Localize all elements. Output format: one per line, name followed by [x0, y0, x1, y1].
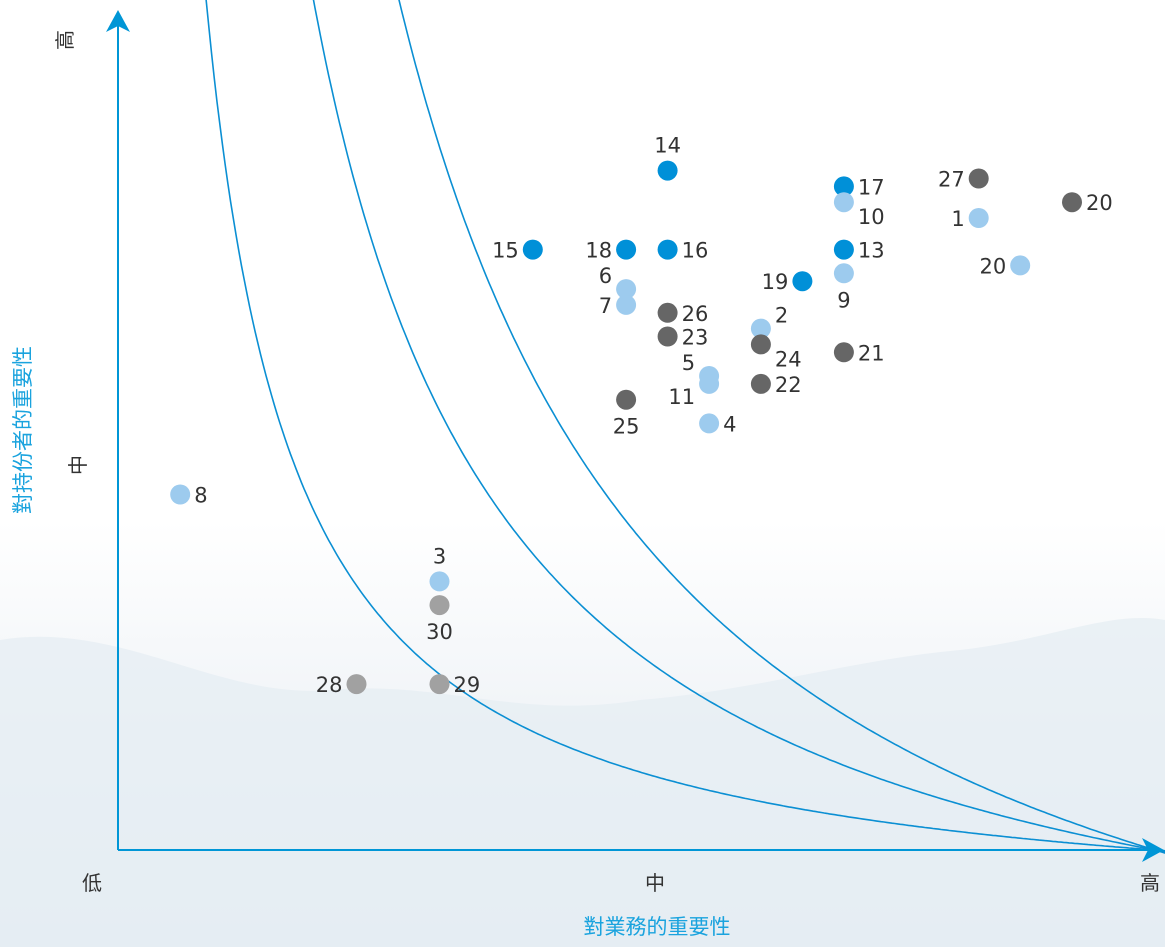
data-point-1	[968, 208, 989, 228]
data-label-30: 30	[426, 620, 453, 644]
data-label-21: 21	[858, 341, 885, 365]
x-axis-title: 對業務的重要性	[584, 915, 731, 939]
data-label-28: 28	[316, 673, 343, 697]
data-label-6: 6	[599, 264, 612, 288]
y-tick-label-high: 高	[53, 30, 77, 50]
data-point-7	[616, 294, 637, 315]
data-label-22: 22	[775, 373, 802, 397]
data-point-21	[833, 342, 854, 363]
data-point-8	[170, 484, 191, 505]
data-label-17: 17	[858, 175, 885, 199]
data-point-18	[616, 239, 637, 260]
data-point-6	[616, 279, 637, 300]
x-axis-arrow	[1142, 838, 1164, 862]
data-point-27	[968, 168, 989, 189]
axes	[106, 10, 1164, 862]
data-label-4: 4	[723, 412, 736, 436]
data-label-1: 1	[951, 207, 964, 231]
data-label-3: 3	[433, 544, 446, 568]
iso-curve-3	[398, 0, 1165, 854]
data-label-16: 16	[682, 239, 709, 263]
data-label-25: 25	[613, 415, 640, 439]
iso-curve-1	[205, 0, 1165, 852]
y-axis-title: 對持份者的重要性	[11, 346, 35, 514]
data-label-27: 27	[938, 168, 965, 192]
x-tick-label-mid: 中	[645, 871, 665, 895]
data-point-3	[429, 571, 450, 592]
data-label-8: 8	[194, 484, 207, 508]
curves-layer	[205, 0, 1165, 854]
x-tick-label-high: 高	[1140, 871, 1160, 895]
data-label-9: 9	[837, 288, 850, 312]
data-point-14	[657, 160, 678, 181]
y-axis-arrow	[106, 10, 130, 32]
data-label-24: 24	[775, 347, 802, 371]
data-point-22	[750, 373, 771, 394]
data-point-20	[1010, 255, 1031, 276]
data-point-17	[833, 176, 854, 197]
data-label-13: 13	[858, 239, 885, 263]
data-label-20: 20	[979, 254, 1006, 278]
data-point-10	[833, 192, 854, 213]
data-point-2	[750, 318, 771, 339]
data-point-23	[657, 326, 678, 347]
data-point-20	[1062, 192, 1082, 213]
data-label-19: 19	[762, 270, 789, 294]
data-point-15	[522, 239, 543, 260]
data-label-18: 18	[585, 239, 612, 263]
data-point-26	[657, 302, 678, 323]
data-label-23: 23	[682, 326, 709, 350]
data-point-28	[346, 674, 367, 695]
data-label-29: 29	[454, 673, 481, 697]
data-point-16	[657, 239, 678, 260]
data-label-5: 5	[682, 351, 695, 375]
data-point-30	[429, 595, 450, 616]
data-label-14: 14	[654, 134, 681, 158]
x-tick-label-low: 低	[82, 871, 102, 895]
data-point-25	[616, 389, 637, 410]
data-label-11: 11	[668, 385, 695, 409]
background-hills	[0, 617, 1165, 947]
data-label-15: 15	[492, 239, 519, 263]
data-point-19	[792, 271, 813, 292]
iso-curve-2	[312, 0, 1165, 853]
data-label-10: 10	[858, 205, 885, 229]
data-point-24	[750, 334, 771, 355]
data-point-13	[833, 239, 854, 260]
y-tick-label-mid: 中	[66, 455, 90, 475]
data-label-20: 20	[1086, 191, 1113, 215]
data-label-2: 2	[775, 304, 788, 328]
data-label-7: 7	[599, 294, 612, 318]
data-point-9	[833, 263, 854, 284]
data-label-26: 26	[682, 302, 709, 326]
data-point-4	[699, 413, 720, 434]
data-point-29	[429, 674, 450, 695]
data-point-11	[699, 373, 720, 394]
